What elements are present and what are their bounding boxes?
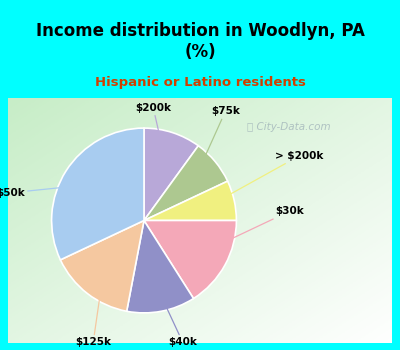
Wedge shape <box>127 220 194 313</box>
Text: $125k: $125k <box>75 276 111 348</box>
Wedge shape <box>144 146 228 220</box>
Wedge shape <box>144 220 236 299</box>
Text: Income distribution in Woodlyn, PA
(%): Income distribution in Woodlyn, PA (%) <box>36 22 364 61</box>
Text: $75k: $75k <box>196 106 240 176</box>
Wedge shape <box>52 128 144 260</box>
Text: $30k: $30k <box>205 206 304 251</box>
Text: > $200k: > $200k <box>211 151 324 205</box>
Wedge shape <box>144 128 198 220</box>
Text: ⓘ City-Data.com: ⓘ City-Data.com <box>246 122 330 132</box>
Text: Hispanic or Latino residents: Hispanic or Latino residents <box>94 76 306 89</box>
Text: $50k: $50k <box>0 185 85 198</box>
Wedge shape <box>60 220 144 311</box>
Text: $40k: $40k <box>158 288 197 348</box>
Text: $200k: $200k <box>135 103 171 154</box>
Wedge shape <box>144 181 236 220</box>
